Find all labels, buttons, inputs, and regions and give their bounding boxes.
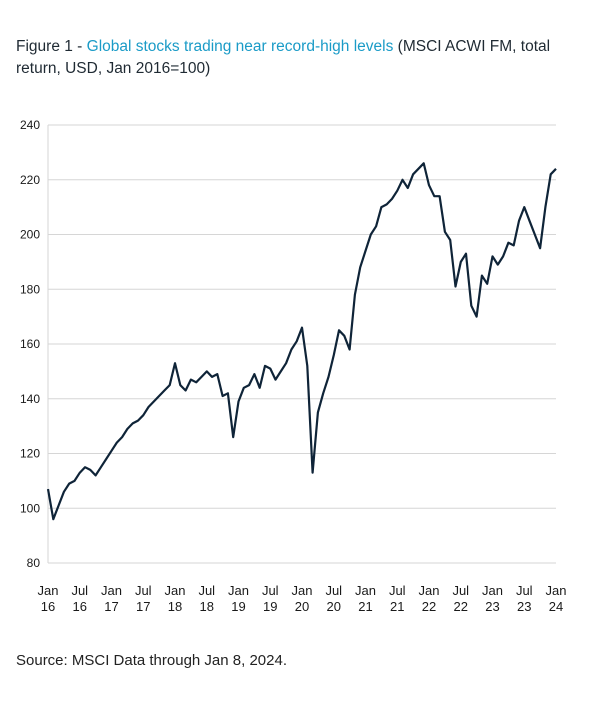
title-rest: (MSCI ACWI FM, total return, USD, Jan 20… xyxy=(16,38,551,77)
y-tick-label: 200 xyxy=(20,228,40,242)
x-tick-label: Jul 22 xyxy=(452,583,469,614)
y-tick-label: 240 xyxy=(20,118,40,132)
x-tick-label: Jan 17 xyxy=(101,583,122,614)
x-tick-label: Jan 22 xyxy=(419,583,440,614)
y-tick-label: 100 xyxy=(20,501,40,515)
x-tick-label: Jul 18 xyxy=(198,583,215,614)
x-tick-label: Jan 19 xyxy=(228,583,249,614)
y-tick-label: 140 xyxy=(20,392,40,406)
y-tick-label: 80 xyxy=(27,556,41,570)
x-tick-label: Jan 16 xyxy=(38,583,59,614)
x-tick-label: Jul 17 xyxy=(135,583,152,614)
source-note: Source: MSCI Data through Jan 8, 2024. xyxy=(16,652,287,669)
y-tick-label: 180 xyxy=(20,282,40,296)
gridlines xyxy=(47,124,556,564)
y-axis-ticks: 80 100 120 140 160 180 200 220 240 xyxy=(20,118,40,570)
x-tick-label: Jan 20 xyxy=(292,583,313,614)
y-tick-label: 160 xyxy=(20,337,40,351)
x-tick-label: Jan 24 xyxy=(546,583,567,614)
x-tick-label: Jan 23 xyxy=(482,583,503,614)
title-highlight: Global stocks trading near record-high l… xyxy=(86,38,394,55)
x-tick-label: Jul 19 xyxy=(262,583,279,614)
x-tick-label: Jul 21 xyxy=(389,583,406,614)
x-axis-ticks: Jan 16 Jul 16 Jan 17 Jul 17 Jan 18 Jul 18 Jan 19 Jul 19… xyxy=(38,583,567,614)
x-tick-label: Jul 16 xyxy=(71,583,88,614)
y-tick-label: 120 xyxy=(20,447,40,461)
chart-title: Figure 1 - Global stocks trading near re… xyxy=(16,36,576,80)
x-tick-label: Jan 21 xyxy=(355,583,376,614)
x-tick-label: Jul 20 xyxy=(325,583,342,614)
figure-label: Figure 1 - xyxy=(16,38,87,55)
x-tick-label: Jan 18 xyxy=(165,583,186,614)
y-tick-label: 220 xyxy=(20,173,40,187)
series-line xyxy=(46,162,557,521)
x-tick-label: Jul 23 xyxy=(516,583,533,614)
